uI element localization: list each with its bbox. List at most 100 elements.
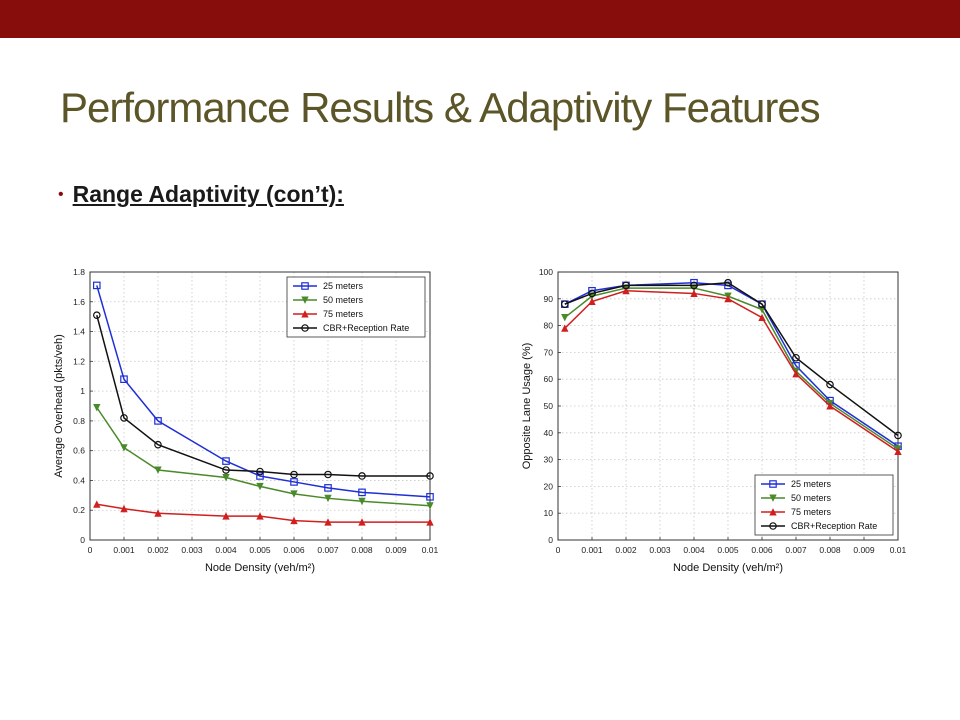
overhead-point-cbr-reception-rate (154, 440, 162, 449)
overhead-line-25-meters (96, 285, 431, 498)
bullet-icon: • (58, 186, 64, 203)
lane-usage-legend-label: 25 meters (791, 479, 832, 489)
overhead-point-cbr-reception-rate (222, 466, 230, 474)
overhead-point-75-meters (256, 512, 264, 520)
overhead-point-cbr-reception-rate (92, 311, 101, 319)
lane-usage-x-tick-label: 0.01 (890, 545, 907, 555)
overhead-point-50-meters (256, 482, 264, 491)
overhead-point-75-meters (290, 516, 298, 525)
overhead-y-axis-label: Average Overhead (pkts/veh) (53, 334, 65, 477)
overhead-legend-marker (301, 296, 309, 304)
overhead-y-tick-label: 0.6 (73, 446, 85, 456)
lane-usage-y-tick-label: 60 (544, 374, 554, 384)
overhead-point-25-meters (92, 281, 101, 290)
overhead-y-tick-label: 0 (80, 535, 85, 545)
overhead-y-tick-label: 1.6 (73, 297, 85, 307)
lane-usage-point-cbr-reception-rate (826, 380, 834, 389)
lane-usage-line-cbr-reception-rate (564, 281, 899, 437)
lane-usage-point-75-meters (561, 324, 569, 332)
lane-usage-point-cbr-reception-rate (792, 353, 800, 362)
overhead-point-75-meters (120, 504, 128, 513)
overhead-point-75-meters (358, 518, 366, 526)
overhead-point-cbr-reception-rate (358, 472, 366, 480)
lane-usage-point-cbr-reception-rate (690, 281, 698, 290)
overhead-x-axis-label: Node Density (veh/m²) (205, 562, 315, 574)
lane-usage-point-75-meters (758, 313, 766, 322)
overhead-x-tick-label: 0.006 (283, 545, 305, 555)
overhead-point-50-meters (324, 494, 332, 503)
lane-usage-x-tick-label: 0.004 (683, 545, 705, 555)
lane-usage-x-tick-label: 0.001 (581, 545, 603, 555)
bullet-text: Range Adaptivity (con’t): (72, 181, 344, 207)
overhead-y-tick-label: 0.4 (73, 475, 85, 485)
overhead-point-25-meters (358, 488, 366, 497)
overhead-legend-marker (301, 282, 309, 290)
overhead-point-25-meters (154, 417, 162, 425)
lane-usage-y-tick-label: 50 (544, 401, 554, 411)
top-accent-bar (0, 0, 960, 38)
lane-usage-legend-marker (769, 508, 777, 516)
overhead-chart: 0 0.001 0.002 0.003 0.004 0.005 0.006 0.007 0.00… (53, 267, 439, 574)
overhead-point-50-meters (290, 490, 298, 498)
lane-usage-y-tick-label: 0 (548, 535, 553, 545)
lane-usage-legend-box (754, 474, 894, 536)
overhead-legend-marker (301, 310, 309, 318)
lane-usage-point-75-meters (826, 402, 834, 410)
lane-usage-legend-marker (769, 522, 777, 530)
overhead-point-25-meters (120, 375, 128, 384)
overhead-point-25-meters (290, 478, 298, 486)
overhead-point-50-meters (120, 444, 128, 452)
overhead-legend-label: 50 meters (323, 295, 364, 305)
overhead-point-25-meters (222, 457, 230, 465)
overhead-x-tick-label: 0.001 (113, 545, 135, 555)
overhead-legend-label: CBR+Reception Rate (323, 323, 409, 333)
bullet-item: • Range Adaptivity (con’t): (58, 181, 344, 208)
lane-usage-y-tick-label: 20 (544, 481, 554, 491)
lane-usage-legend-marker (769, 494, 777, 502)
lane-usage-x-tick-label: 0.005 (717, 545, 739, 555)
lane-usage-point-75-meters (622, 286, 630, 295)
lane-usage-point-cbr-reception-rate (724, 278, 732, 287)
lane-usage-point-cbr-reception-rate (588, 289, 596, 298)
overhead-x-tick-label: 0.008 (351, 545, 373, 555)
overhead-x-tick-label: 0.007 (317, 545, 339, 555)
overhead-x-tick-label: 0 (88, 545, 93, 555)
overhead-x-tick-label: 0.004 (215, 545, 237, 555)
lane-usage-x-tick-label: 0.006 (751, 545, 773, 555)
overhead-y-tick-label: 1.4 (73, 327, 85, 337)
overhead-x-tick-label: 0.009 (385, 545, 407, 555)
overhead-point-50-meters (154, 466, 162, 474)
lane-usage-y-tick-label: 100 (539, 267, 553, 277)
overhead-y-tick-label: 1.2 (73, 356, 85, 366)
overhead-point-50-meters (426, 502, 434, 510)
lane-usage-chart: 0 0.001 0.002 0.003 0.004 0.005 0.006 0.007 0.00… (521, 267, 907, 574)
overhead-point-75-meters (154, 509, 162, 517)
overhead-point-25-meters (426, 493, 434, 501)
lane-usage-x-tick-label: 0.007 (785, 545, 807, 555)
overhead-point-75-meters (324, 518, 332, 526)
lane-usage-point-50-meters (561, 314, 569, 322)
lane-usage-point-cbr-reception-rate (758, 300, 766, 308)
overhead-point-75-meters (222, 512, 230, 520)
lane-usage-grid (557, 271, 899, 541)
lane-usage-legend-label: 50 meters (791, 493, 832, 503)
lane-usage-y-tick-label: 70 (544, 347, 554, 357)
overhead-point-cbr-reception-rate (120, 414, 128, 422)
lane-usage-point-75-meters (792, 369, 800, 378)
overhead-y-tick-label: 1.8 (73, 267, 85, 277)
lane-usage-point-cbr-reception-rate (894, 431, 902, 440)
lane-usage-legend-label: CBR+Reception Rate (791, 521, 877, 531)
overhead-y-tick-label: 1 (80, 386, 85, 396)
lane-usage-x-tick-label: 0.003 (649, 545, 671, 555)
overhead-x-tick-label: 0.003 (181, 545, 203, 555)
overhead-legend-marker (301, 324, 309, 332)
overhead-point-50-meters (93, 403, 101, 412)
lane-usage-legend-marker (769, 480, 777, 488)
overhead-point-cbr-reception-rate (426, 472, 434, 480)
overhead-legend-label: 25 meters (323, 281, 364, 291)
overhead-line-cbr-reception-rate (96, 314, 430, 477)
lane-usage-y-axis-label: Opposite Lane Usage (%) (521, 343, 533, 470)
overhead-legend-box (286, 276, 426, 338)
lane-usage-y-tick-label: 30 (544, 455, 554, 465)
overhead-point-cbr-reception-rate (324, 470, 332, 479)
